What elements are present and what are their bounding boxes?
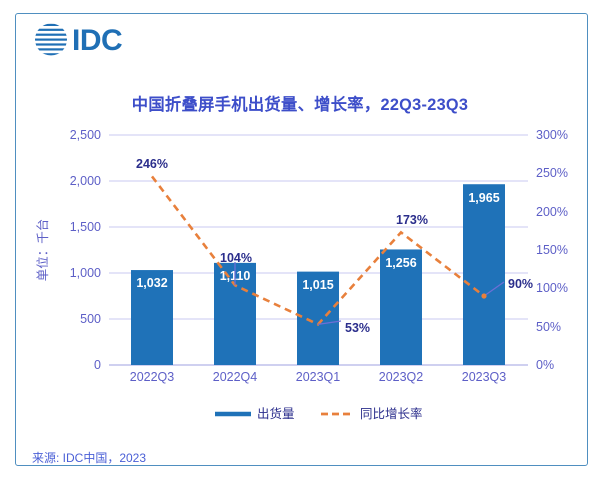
svg-text:104%: 104% (220, 251, 252, 265)
svg-text:200%: 200% (536, 205, 568, 219)
svg-text:2023Q2: 2023Q2 (379, 370, 424, 384)
svg-text:1,000: 1,000 (70, 266, 101, 280)
svg-text:246%: 246% (136, 157, 168, 171)
svg-text:1,032: 1,032 (136, 276, 167, 290)
svg-text:173%: 173% (396, 213, 428, 227)
svg-text:2022Q4: 2022Q4 (213, 370, 258, 384)
svg-text:1,965: 1,965 (468, 191, 499, 205)
svg-text:1,256: 1,256 (385, 256, 416, 270)
svg-text:50%: 50% (536, 320, 561, 334)
svg-text:1,015: 1,015 (302, 278, 333, 292)
svg-text:单位：千台: 单位：千台 (35, 219, 50, 282)
svg-text:同比增长率: 同比增长率 (360, 406, 423, 421)
svg-text:150%: 150% (536, 243, 568, 257)
svg-text:1,500: 1,500 (70, 220, 101, 234)
svg-text:2,000: 2,000 (70, 174, 101, 188)
svg-text:300%: 300% (536, 128, 568, 142)
svg-text:0%: 0% (536, 358, 554, 372)
svg-text:0: 0 (94, 358, 101, 372)
svg-text:出货量: 出货量 (257, 406, 295, 421)
svg-text:2,500: 2,500 (70, 128, 101, 142)
svg-text:100%: 100% (536, 281, 568, 295)
svg-text:90%: 90% (508, 277, 533, 291)
svg-text:2022Q3: 2022Q3 (130, 370, 175, 384)
svg-text:250%: 250% (536, 166, 568, 180)
svg-text:53%: 53% (345, 321, 370, 335)
svg-text:2023Q1: 2023Q1 (296, 370, 341, 384)
svg-text:500: 500 (80, 312, 101, 326)
svg-text:2023Q3: 2023Q3 (462, 370, 507, 384)
